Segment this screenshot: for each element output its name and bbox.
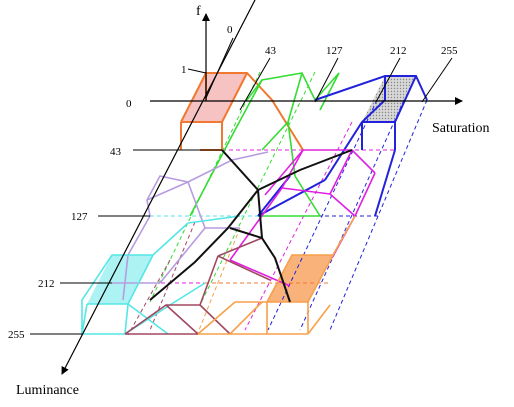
filled-regions	[87, 73, 416, 304]
luminance-tick-212: 212	[38, 278, 55, 290]
orange-bottom-block	[197, 215, 356, 335]
luminance-tick-43: 43	[110, 146, 122, 158]
saturation-tick-0: 0	[227, 24, 233, 36]
f-tick-0: 0	[126, 98, 132, 110]
axes	[61, 0, 463, 375]
maroon-block	[124, 237, 271, 335]
blue-membership-line	[314, 75, 428, 101]
saturation-axis-label: Saturation	[432, 121, 490, 136]
grey-fill-region	[362, 76, 416, 122]
luminance-tick-127: 127	[71, 211, 88, 223]
saturation-tick-127: 127	[326, 45, 343, 57]
green-block	[189, 72, 340, 217]
luminance-axis-label: Luminance	[16, 383, 79, 398]
saturation-tick-212: 212	[390, 45, 407, 57]
pink-fill-region	[181, 73, 247, 122]
axis-labels: f Saturation Luminance 1 0 0 43 127 212 …	[8, 4, 490, 398]
luminance-tick-255: 255	[8, 329, 25, 341]
f-tick-1: 1	[181, 64, 187, 76]
black-path	[149, 149, 353, 303]
f-axis-label: f	[196, 4, 201, 19]
saturation-tick-255: 255	[441, 45, 458, 57]
saturation-tick-43: 43	[265, 45, 277, 57]
orange-fill-region	[267, 255, 333, 302]
blue-block	[257, 75, 428, 217]
orange-side-line	[200, 122, 223, 151]
luminance-axis	[61, 0, 256, 375]
cyan-fill-region	[87, 255, 153, 304]
